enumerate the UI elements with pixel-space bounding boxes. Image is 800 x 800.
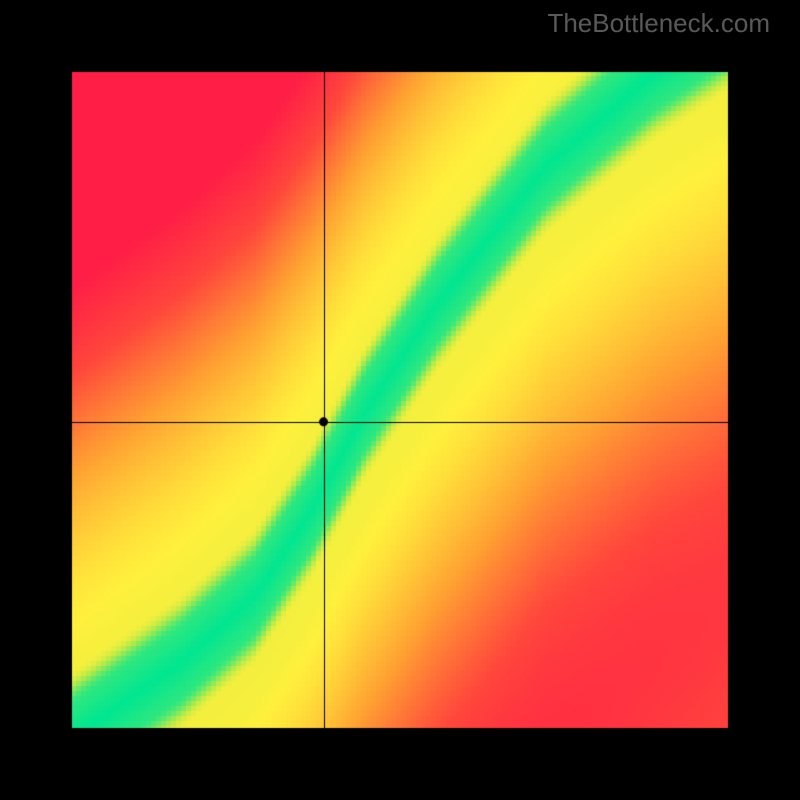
bottleneck-heatmap xyxy=(0,0,800,800)
watermark-text: TheBottleneck.com xyxy=(547,8,770,39)
chart-container: TheBottleneck.com xyxy=(0,0,800,800)
